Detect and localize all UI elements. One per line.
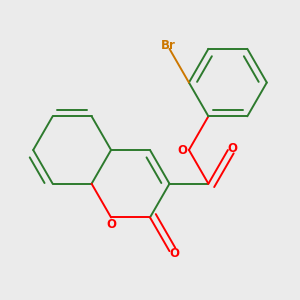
Text: O: O [177, 143, 187, 157]
Text: O: O [169, 247, 179, 260]
Text: O: O [106, 218, 116, 231]
Text: O: O [228, 142, 238, 155]
Text: Br: Br [161, 39, 176, 52]
